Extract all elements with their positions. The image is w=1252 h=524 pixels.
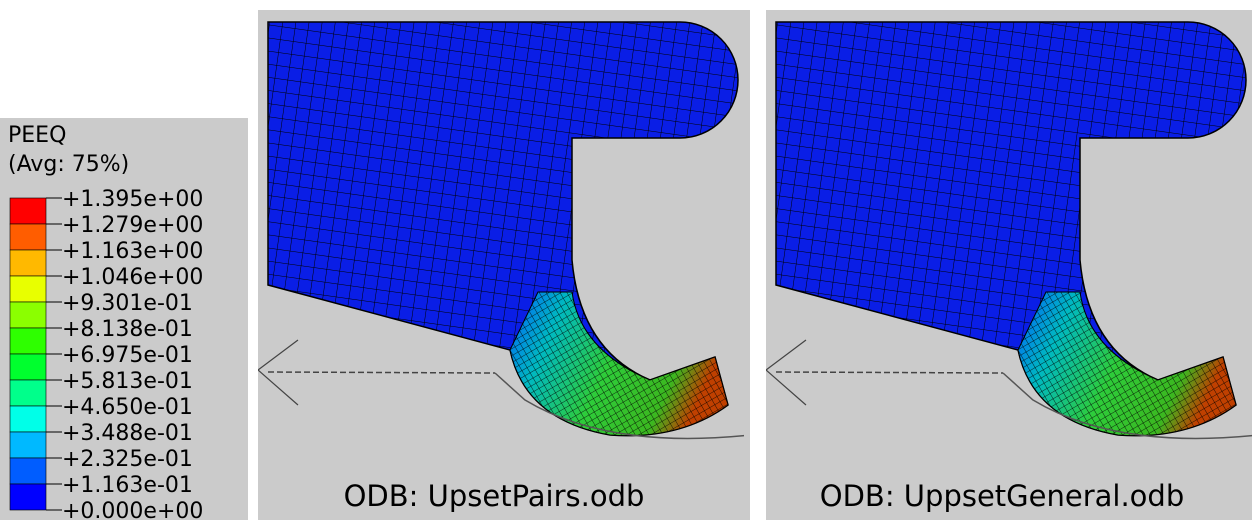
- screen: PEEQ (Avg: 75%) +1.395e+00+1.279e+00+1.1…: [0, 0, 1252, 520]
- legend-label: +8.138e-01: [62, 317, 193, 342]
- legend-label: +4.650e-01: [62, 395, 193, 420]
- legend-label: +3.488e-01: [62, 421, 193, 446]
- legend-label: +1.046e+00: [62, 265, 203, 290]
- legend-label: +1.163e-01: [62, 473, 193, 498]
- legend-label: +5.813e-01: [62, 369, 193, 394]
- viewport-caption: ODB: UppsetGeneral.odb: [820, 479, 1184, 513]
- legend-label: +0.000e+00: [62, 499, 203, 520]
- viewport: ODB: UpsetPairs.odb: [258, 10, 750, 520]
- legend-swatch: [10, 328, 46, 354]
- legend-swatch: [10, 354, 46, 380]
- legend-label: +1.279e+00: [62, 213, 203, 238]
- legend-swatch: [10, 380, 46, 406]
- legend-label: +1.395e+00: [62, 187, 203, 212]
- legend-swatch: [10, 432, 46, 458]
- viewport: ODB: UppsetGeneral.odb: [766, 10, 1252, 520]
- legend-swatch: [10, 250, 46, 276]
- legend-swatch: [10, 484, 46, 510]
- legend-label: +2.325e-01: [62, 447, 193, 472]
- legend-swatch: [10, 406, 46, 432]
- legend-label: +9.301e-01: [62, 291, 193, 316]
- legend-swatch: [10, 458, 46, 484]
- viewport-caption: ODB: UpsetPairs.odb: [344, 479, 645, 513]
- legend-swatch: [10, 302, 46, 328]
- legend-label: +6.975e-01: [62, 343, 193, 368]
- legend-title: PEEQ: [8, 123, 66, 148]
- legend-swatch: [10, 198, 46, 224]
- legend-swatch: [10, 276, 46, 302]
- legend-swatch: [10, 224, 46, 250]
- legend-label: +1.163e+00: [62, 239, 203, 264]
- legend-scale: +1.395e+00+1.279e+00+1.163e+00+1.046e+00…: [10, 187, 203, 520]
- legend-subtitle: (Avg: 75%): [8, 152, 129, 177]
